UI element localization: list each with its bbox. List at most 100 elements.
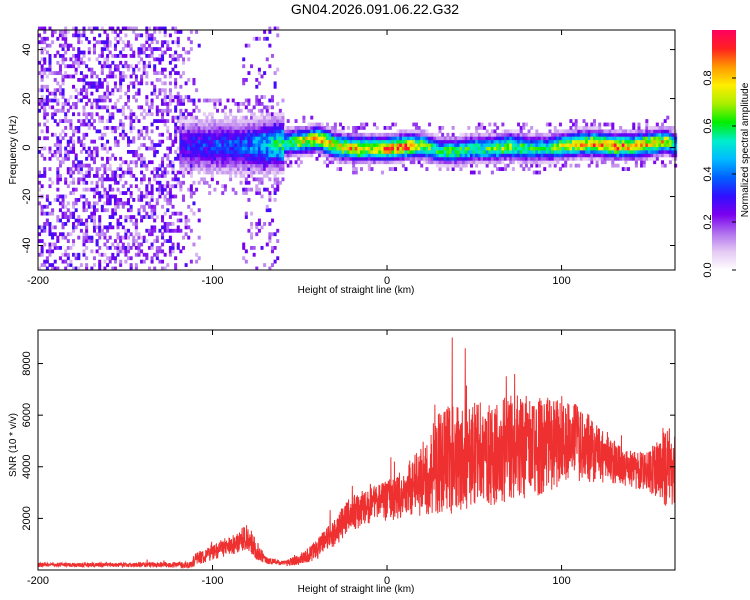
spectrogram-cell — [127, 88, 131, 93]
spectrogram-cell — [168, 160, 172, 165]
spectrogram-cell — [273, 126, 277, 130]
spectrogram-cell — [579, 136, 583, 141]
spectrogram-cell — [61, 95, 65, 99]
spectrogram-cell — [577, 132, 581, 137]
spectrogram-cell — [579, 153, 583, 158]
spectrogram-cell — [45, 129, 49, 134]
spectrogram-cell — [72, 26, 76, 31]
spectrogram-cell — [244, 156, 248, 161]
spectrogram-cell — [134, 150, 138, 154]
spectrogram-cell — [129, 194, 133, 199]
spectrogram-cell — [82, 180, 86, 185]
spectrogram-cell — [108, 71, 112, 75]
spectrogram-cell — [459, 139, 463, 144]
spectrogram-cell — [242, 64, 246, 69]
spectrogram-cell — [208, 119, 212, 123]
spectrogram-cell — [396, 136, 400, 141]
spectrogram-cell — [637, 150, 641, 154]
spectrogram-cell — [477, 156, 481, 161]
spectrogram-cell — [64, 50, 68, 55]
spectrogram-cell — [242, 119, 246, 123]
spectrogram-cell — [624, 167, 628, 171]
spectrogram-cell — [260, 139, 264, 144]
spectrogram-cell — [336, 160, 340, 165]
spectrogram-cell — [58, 146, 62, 151]
spectrogram-cell — [40, 184, 44, 189]
spectrogram-cell — [202, 153, 206, 158]
spectrogram-cell — [113, 102, 117, 106]
spectrogram-cell — [488, 132, 492, 137]
spectrogram-cell — [168, 198, 172, 202]
spectrogram-cell — [255, 126, 259, 130]
spectrogram-cell — [121, 160, 125, 165]
spectrogram-cell — [244, 215, 248, 219]
spectrogram-cell — [333, 156, 337, 161]
spectrogram-cell — [155, 40, 159, 45]
spectrogram-cell — [195, 105, 199, 110]
spectrogram-cell — [121, 40, 125, 45]
spectrogram-cell — [257, 129, 261, 134]
spectrogram-cell — [140, 180, 144, 185]
spectrogram-cell — [417, 126, 421, 130]
spectrogram-cell — [179, 143, 183, 147]
spectrogram-cell — [310, 115, 314, 120]
spectrogram-cell — [216, 167, 220, 171]
spectrogram-cell — [401, 146, 405, 151]
spectrogram-cell — [176, 153, 180, 158]
spectrogram-cell — [564, 129, 568, 134]
spectrogram-cell — [236, 143, 240, 147]
spectrogram-cell — [252, 163, 256, 168]
spectrogram-cell — [64, 102, 68, 106]
spectrogram-cell — [255, 36, 259, 41]
spectrogram-cell — [197, 108, 201, 113]
spectrogram-cell — [205, 139, 209, 144]
spectrogram-cell — [428, 153, 432, 158]
spectrogram-cell — [142, 47, 146, 51]
spectrogram-cell — [250, 222, 254, 226]
spectrogram-cell — [106, 64, 110, 69]
spectrogram-cell — [250, 108, 254, 113]
spectrogram-cell — [595, 132, 599, 137]
spectrogram-cell — [318, 129, 322, 134]
spectrogram-cell — [124, 228, 128, 233]
spectrogram-cell — [451, 167, 455, 171]
spectrogram-cell — [250, 163, 254, 168]
spectrogram-cell — [250, 122, 254, 127]
spectrogram-cell — [606, 150, 610, 154]
spectrogram-cell — [357, 146, 361, 151]
spectrogram-cell — [608, 132, 612, 137]
spectrogram-cell — [103, 91, 107, 96]
spectrogram-cell — [231, 156, 235, 161]
spectrogram-cell — [370, 143, 374, 147]
spectrogram-cell — [561, 143, 565, 147]
spectrogram-cell — [87, 201, 91, 206]
spectrogram-cell — [150, 54, 154, 58]
spectrogram-cell — [412, 129, 416, 134]
spectrogram-cell — [362, 143, 366, 147]
spectrogram-cell — [163, 225, 167, 230]
spectrogram-cell — [409, 139, 413, 144]
spectrogram-cell — [446, 163, 450, 168]
spectrogram-cell — [548, 146, 552, 151]
spectrogram-cell — [77, 215, 81, 219]
spectrogram-cell — [595, 146, 599, 151]
spectrogram-cell — [82, 222, 86, 226]
spectrogram-cell — [365, 160, 369, 165]
spectrogram-cell — [661, 136, 665, 141]
spectrogram-cell — [43, 170, 47, 175]
spectrogram-cell — [252, 150, 256, 154]
spectrogram-cell — [655, 150, 659, 154]
spectrogram-cell — [263, 119, 267, 123]
spectrogram-cell — [456, 143, 460, 147]
spectrogram-cell — [265, 208, 269, 213]
spectrogram-cell — [168, 163, 172, 168]
spectrogram-cell — [48, 26, 52, 31]
spectrogram-cell — [661, 122, 665, 127]
spectrogram-cell — [66, 43, 70, 48]
spectrogram-cell — [501, 160, 505, 165]
spectrogram-cell — [647, 126, 651, 130]
spectrogram-cell — [184, 232, 188, 237]
spectrogram-cell — [189, 132, 193, 137]
spectrogram-cell — [116, 249, 120, 254]
spectrogram-cell — [129, 263, 133, 267]
